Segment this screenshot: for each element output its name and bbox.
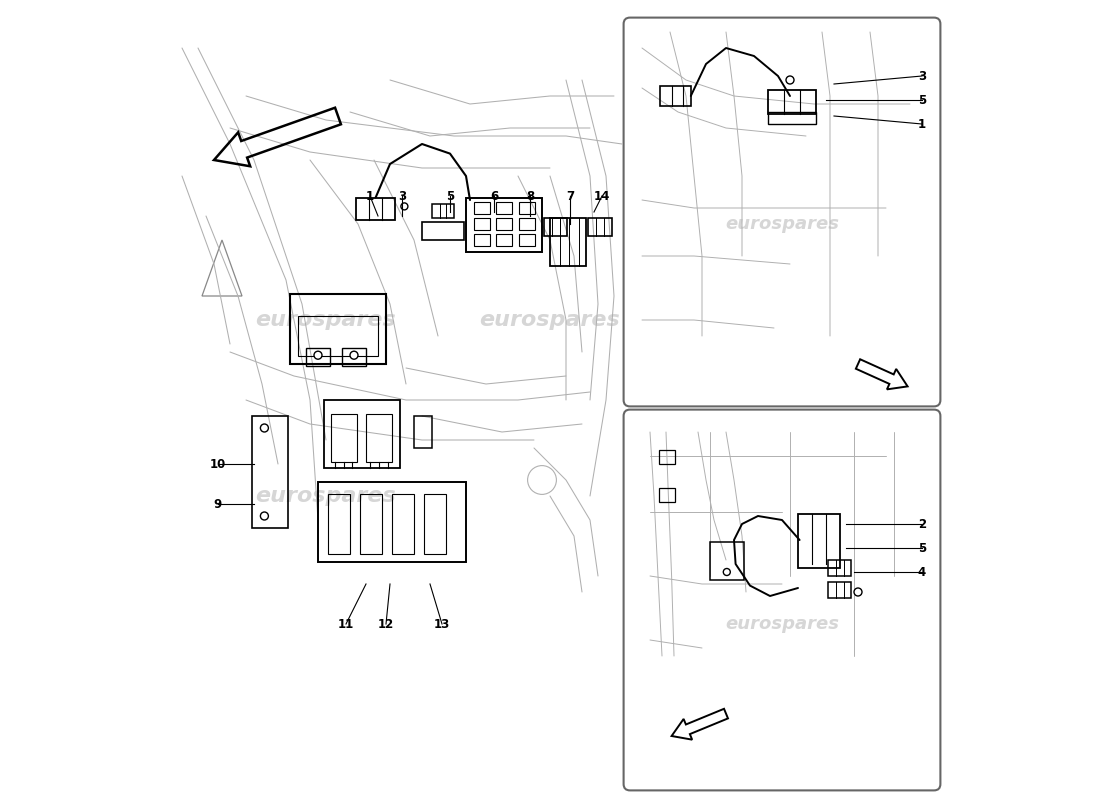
Bar bbox=[342, 348, 366, 366]
Bar bbox=[318, 482, 466, 562]
Circle shape bbox=[786, 76, 794, 84]
Text: 5: 5 bbox=[917, 94, 926, 106]
Circle shape bbox=[350, 351, 358, 359]
Bar bbox=[422, 222, 463, 240]
Circle shape bbox=[314, 351, 322, 359]
Text: eurospares: eurospares bbox=[480, 310, 620, 330]
Text: 9: 9 bbox=[213, 498, 222, 510]
Bar bbox=[519, 218, 535, 230]
Circle shape bbox=[400, 203, 408, 210]
Bar bbox=[710, 542, 744, 580]
Text: eurospares: eurospares bbox=[725, 615, 839, 633]
Bar bbox=[550, 218, 586, 266]
Text: 3: 3 bbox=[398, 190, 406, 202]
Bar bbox=[414, 416, 431, 448]
Text: 3: 3 bbox=[917, 70, 926, 82]
Text: eurospares: eurospares bbox=[725, 215, 839, 233]
Text: 13: 13 bbox=[433, 618, 450, 630]
Text: 2: 2 bbox=[917, 518, 926, 530]
Bar bbox=[798, 514, 839, 568]
Bar bbox=[496, 202, 513, 214]
Bar bbox=[252, 416, 288, 528]
Bar bbox=[392, 494, 414, 554]
Bar bbox=[496, 218, 513, 230]
Text: 4: 4 bbox=[917, 566, 926, 578]
Text: 1: 1 bbox=[917, 118, 926, 130]
Text: 14: 14 bbox=[594, 190, 610, 202]
Text: 12: 12 bbox=[378, 618, 394, 630]
Bar bbox=[306, 348, 330, 366]
Text: 11: 11 bbox=[338, 618, 354, 630]
Circle shape bbox=[261, 512, 268, 520]
Circle shape bbox=[261, 424, 268, 432]
Text: eurospares: eurospares bbox=[255, 486, 396, 506]
Bar bbox=[431, 204, 454, 218]
Bar bbox=[290, 294, 386, 364]
Bar bbox=[828, 582, 850, 598]
Text: 7: 7 bbox=[565, 190, 574, 202]
Text: 10: 10 bbox=[210, 458, 227, 470]
Bar bbox=[360, 494, 382, 554]
Text: 8: 8 bbox=[526, 190, 535, 202]
Bar bbox=[768, 112, 815, 124]
Bar bbox=[496, 234, 513, 246]
Text: 5: 5 bbox=[917, 542, 926, 554]
Bar bbox=[659, 450, 674, 464]
Bar bbox=[356, 198, 395, 220]
Text: 1: 1 bbox=[366, 190, 374, 202]
Bar bbox=[474, 234, 490, 246]
Bar bbox=[474, 218, 490, 230]
Bar bbox=[331, 414, 358, 462]
Bar bbox=[519, 234, 535, 246]
Bar bbox=[588, 218, 613, 236]
Bar bbox=[466, 198, 542, 252]
Bar bbox=[544, 218, 566, 236]
Bar bbox=[828, 560, 850, 576]
Bar bbox=[324, 400, 400, 468]
Bar bbox=[298, 316, 378, 356]
Bar bbox=[424, 494, 446, 554]
Bar bbox=[659, 488, 674, 502]
Text: eurospares: eurospares bbox=[255, 310, 396, 330]
Bar bbox=[328, 494, 350, 554]
Bar bbox=[660, 86, 691, 106]
Text: 6: 6 bbox=[490, 190, 498, 202]
Text: 5: 5 bbox=[446, 190, 454, 202]
Bar bbox=[474, 202, 490, 214]
Bar bbox=[768, 90, 815, 114]
Bar bbox=[366, 414, 393, 462]
Circle shape bbox=[724, 569, 730, 575]
Bar bbox=[519, 202, 535, 214]
Circle shape bbox=[854, 588, 862, 596]
